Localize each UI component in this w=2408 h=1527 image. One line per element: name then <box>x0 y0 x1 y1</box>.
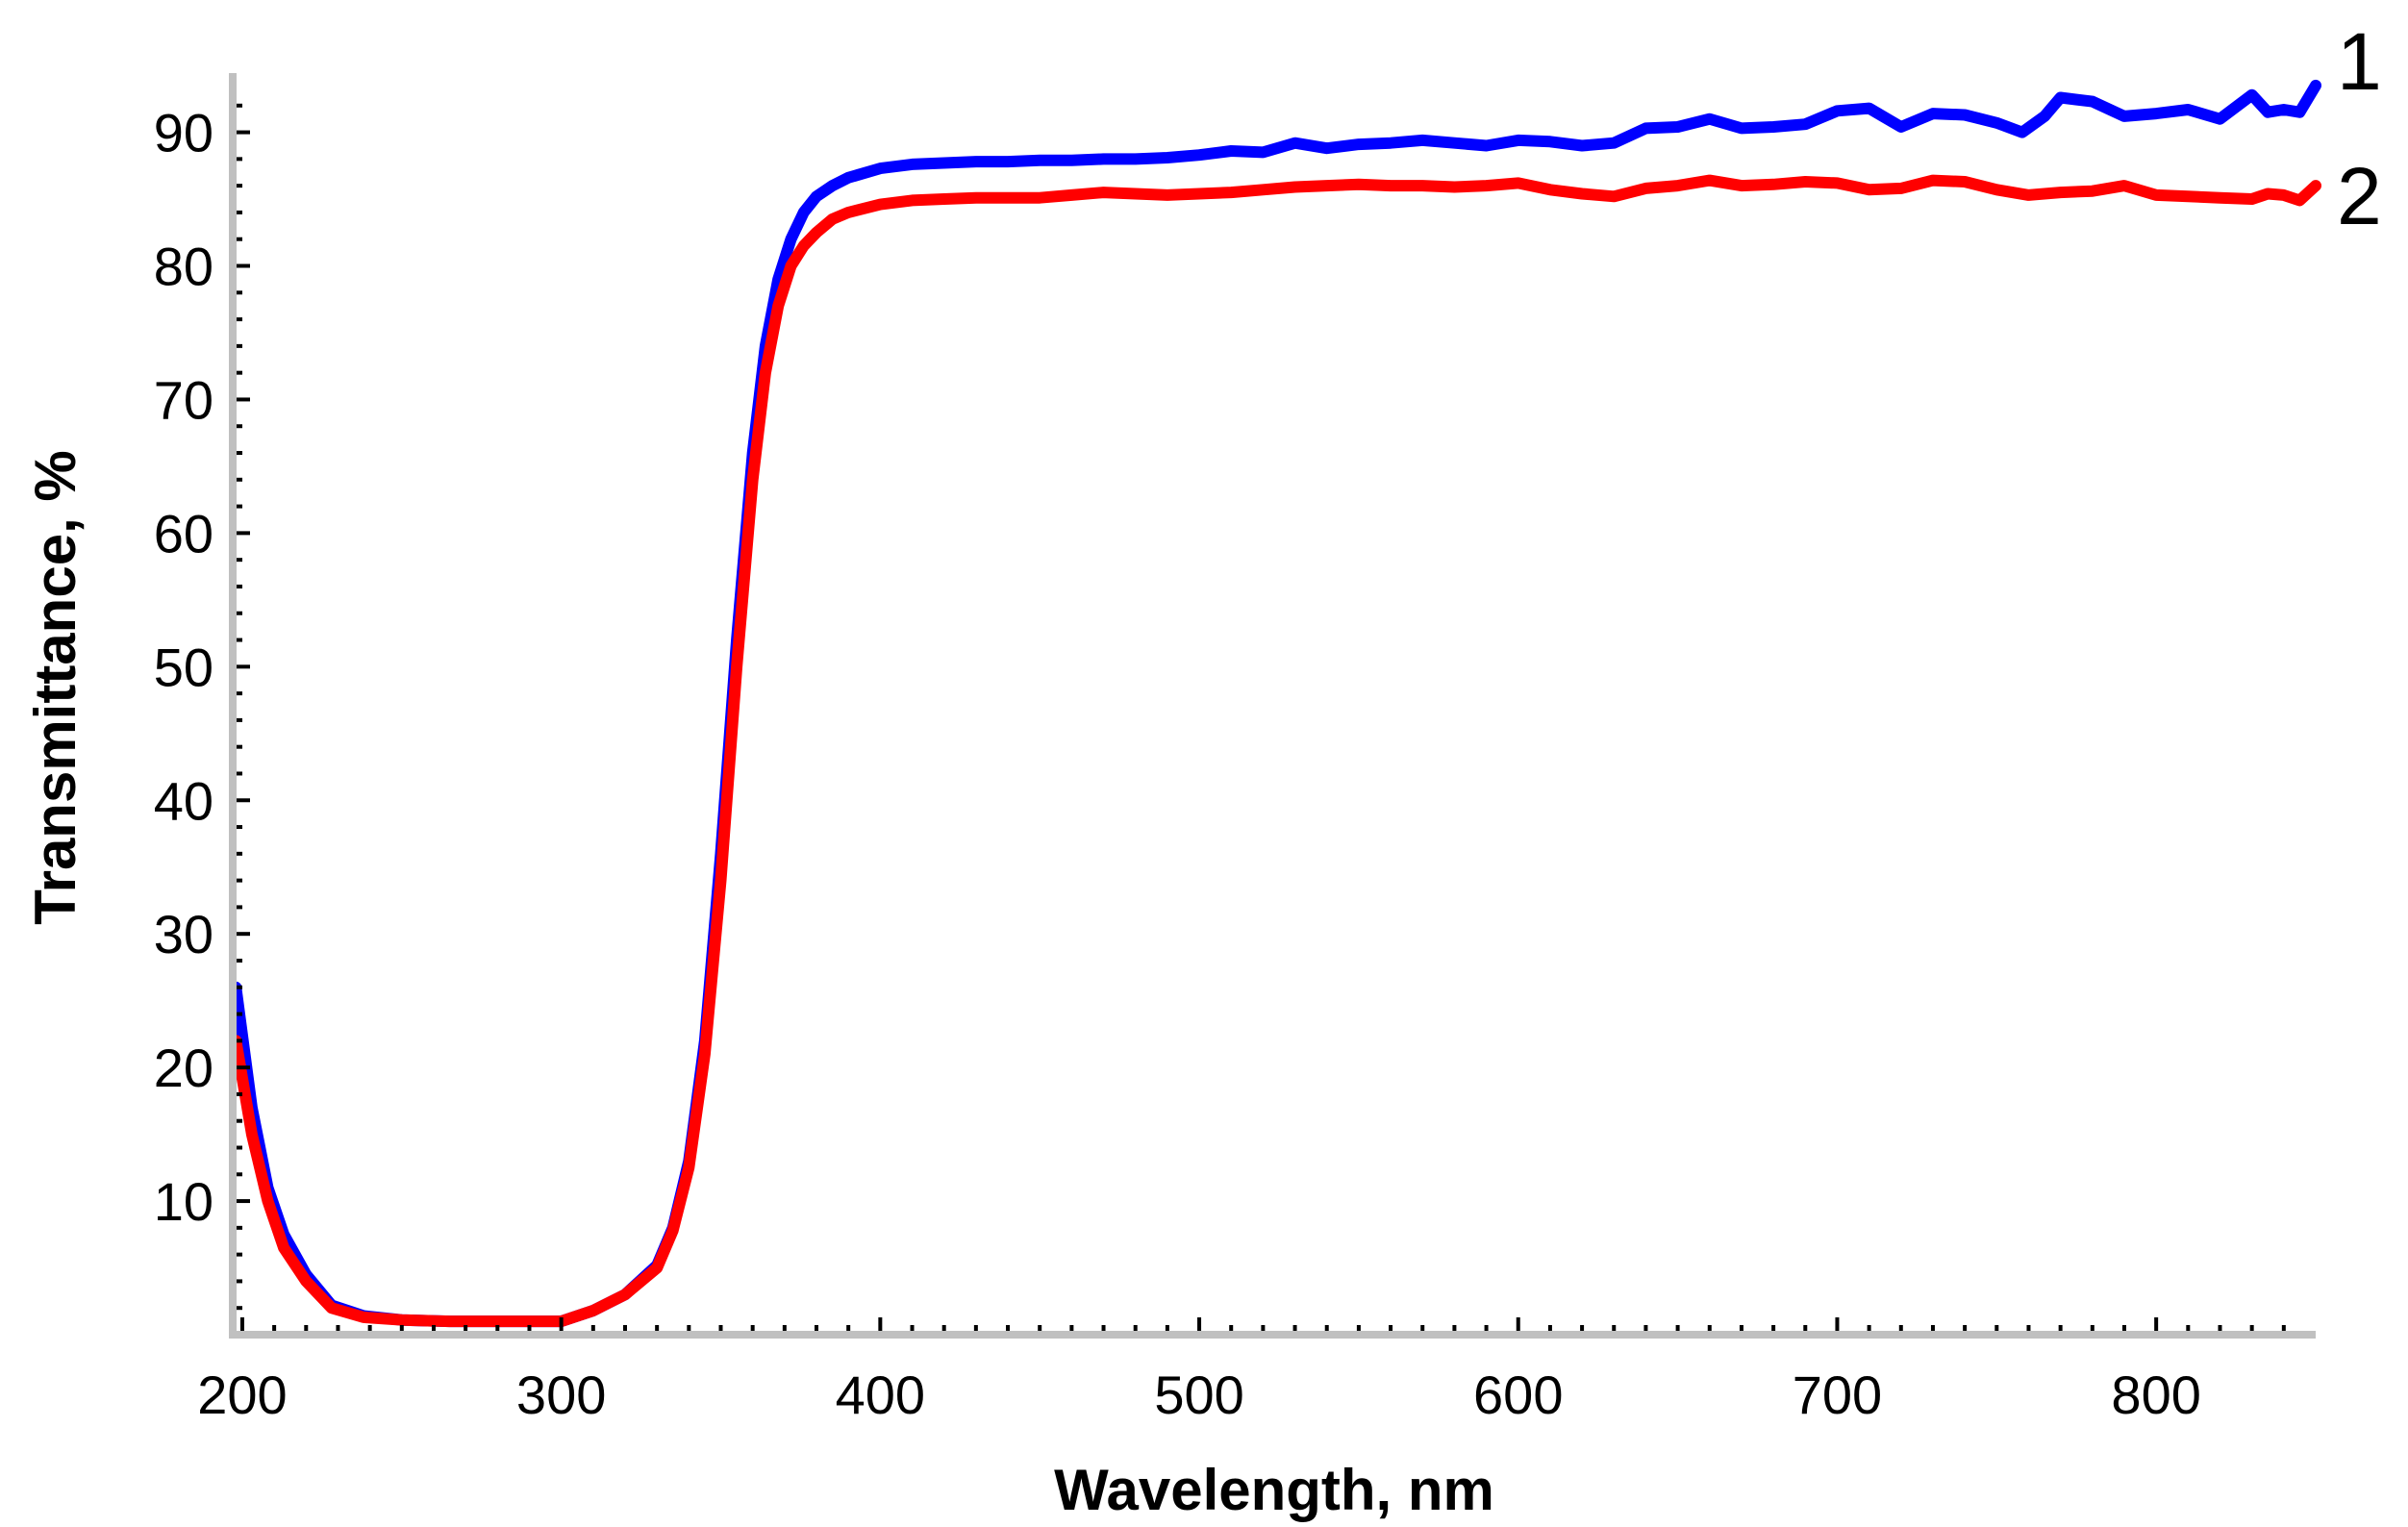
x-tick-label: 400 <box>836 1364 925 1425</box>
y-tick-label: 60 <box>154 503 213 563</box>
y-tick-label: 70 <box>154 369 213 430</box>
y-tick-label: 90 <box>154 103 213 163</box>
series-label-1: 1 <box>2337 16 2382 107</box>
y-tick-label: 40 <box>154 770 213 831</box>
x-tick-label: 200 <box>197 1364 287 1425</box>
series-line-2 <box>230 174 2321 1328</box>
x-tick-label: 300 <box>516 1364 606 1425</box>
axes <box>229 73 2316 1339</box>
x-axis-title: Wavelength, nm <box>1054 1458 1494 1522</box>
x-tick-label: 500 <box>1154 1364 1243 1425</box>
plot-area <box>230 79 2321 1328</box>
tick-labels: 200 300 400 500 600 700 800 10 20 30 40 50 60 70 80 90 1… <box>154 16 2382 1425</box>
y-tick-label: 10 <box>154 1171 213 1232</box>
y-tick-label: 80 <box>154 237 213 297</box>
series-line-1 <box>230 79 2321 1328</box>
y-tick-label: 30 <box>154 904 213 964</box>
y-tick-label: 20 <box>154 1038 213 1098</box>
x-tick-label: 600 <box>1473 1364 1563 1425</box>
x-tick-label: 700 <box>1793 1364 1882 1425</box>
tick-marks <box>237 103 2286 1331</box>
y-tick-label: 50 <box>154 637 213 697</box>
series-label-2: 2 <box>2337 151 2382 241</box>
x-tick-label: 800 <box>2111 1364 2200 1425</box>
y-axis-title: Transmittance, % <box>23 450 88 925</box>
